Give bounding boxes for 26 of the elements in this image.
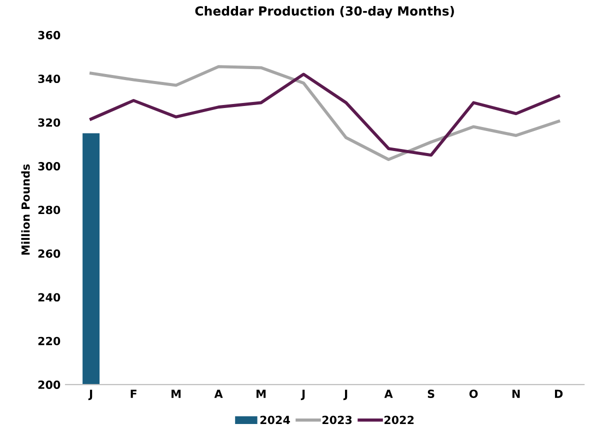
y-tick-label: 340 <box>38 74 60 84</box>
x-tick-label: N <box>512 390 520 398</box>
x-tick-label: M <box>256 390 266 398</box>
y-tick-label: 260 <box>38 249 60 258</box>
x-tick-label: S <box>428 390 434 398</box>
y-tick-label: 360 <box>38 30 60 40</box>
y-tick-label: 240 <box>38 293 60 302</box>
y-tick-label: 220 <box>38 336 60 346</box>
legend-label: 2024 <box>260 416 290 424</box>
x-tick-label: M <box>172 390 181 398</box>
legend-label: 2023 <box>322 416 352 424</box>
y-tick-label: 300 <box>38 162 60 170</box>
x-tick-label: A <box>214 390 223 398</box>
y-tick-label: 320 <box>38 118 60 127</box>
y-axis-title: Million Pounds <box>21 164 30 255</box>
x-tick-label: J <box>88 390 92 400</box>
chart-title: Cheddar Production (30-day Months) <box>195 6 454 18</box>
y-tick-label: 280 <box>38 206 60 214</box>
x-tick-label: J <box>300 390 305 400</box>
x-tick-label: O <box>469 390 478 398</box>
x-tick-label: A <box>384 390 393 398</box>
legend-label: 2022 <box>384 416 414 424</box>
x-tick-label: J <box>343 390 348 400</box>
x-tick-label: D <box>554 390 563 398</box>
x-tick-label: F <box>130 390 136 398</box>
y-tick-label: 200 <box>38 380 60 389</box>
